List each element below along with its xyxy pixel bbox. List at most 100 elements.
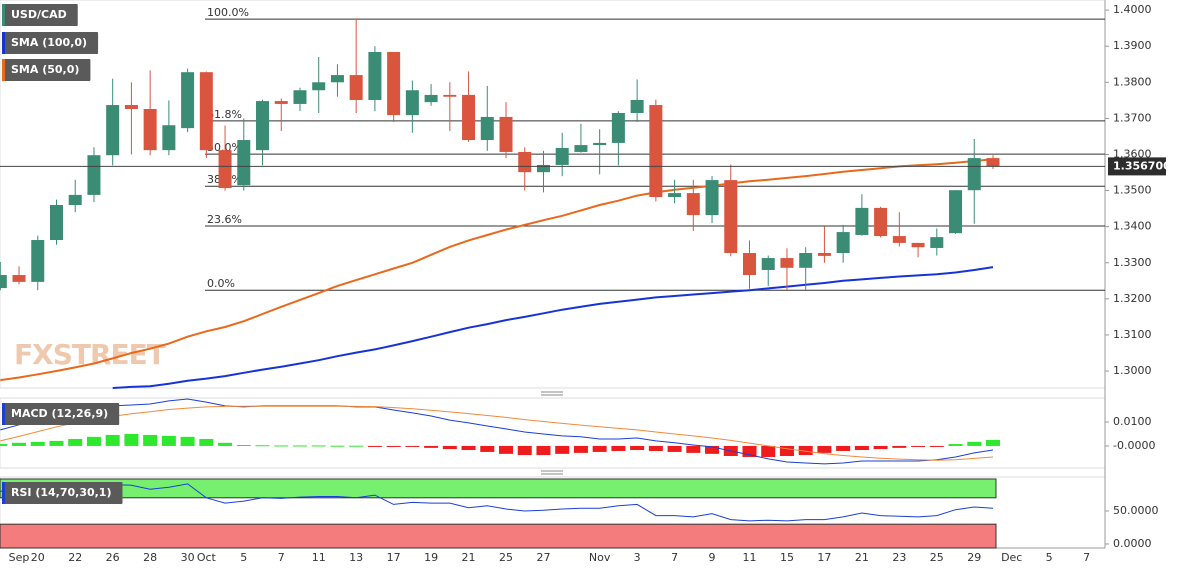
candle-body: [237, 140, 251, 186]
candle-body: [536, 164, 550, 173]
macd-histogram-bar: [929, 445, 944, 447]
candle-body: [611, 112, 625, 143]
rsi-line: [0, 483, 994, 522]
macd-histogram-bar: [461, 445, 476, 451]
last-price-label: 1.356700: [1113, 159, 1171, 172]
macd-histogram-bar: [442, 445, 457, 450]
y-tick-label: 1.3000: [1113, 364, 1152, 377]
macd-histogram-bar: [499, 445, 514, 454]
macd-histogram-bar: [105, 434, 120, 446]
candle-body: [986, 158, 1000, 167]
overbought-zone: [0, 478, 997, 499]
macd-histogram-bar: [30, 441, 45, 446]
x-tick-label: 11: [743, 551, 757, 564]
x-tick-label: 30: [181, 551, 195, 564]
macd-histogram-bar: [630, 445, 645, 451]
candle-body: [499, 116, 513, 152]
y-tick-label: 1.3700: [1113, 111, 1152, 124]
candle-body: [181, 72, 195, 129]
macd-histogram-bar: [911, 445, 926, 447]
legend-box: [2, 32, 99, 54]
macd-histogram-bar: [873, 445, 888, 450]
macd-histogram-bar: [0, 444, 8, 446]
candle-body: [967, 158, 981, 191]
legend-swatch: [2, 403, 5, 425]
legend-box: [2, 403, 120, 425]
macd-histogram-bar: [405, 445, 420, 447]
legend-box: [2, 482, 123, 504]
candle-body: [87, 155, 101, 195]
macd-histogram-bar: [686, 445, 701, 453]
candle-body: [31, 240, 45, 282]
candle-body: [743, 253, 756, 276]
sma-line: [112, 266, 994, 389]
macd-histogram-bar: [218, 442, 233, 446]
x-tick-label: 17: [817, 551, 831, 564]
macd-histogram-bar: [12, 442, 27, 446]
macd-histogram-bar: [349, 445, 364, 447]
x-tick-label: Sep: [9, 551, 30, 564]
x-tick-label: 21: [462, 551, 476, 564]
legend-item: SMA (100,0): [2, 32, 99, 54]
candle-body: [761, 258, 775, 270]
legend-item: RSI (14,70,30,1): [2, 482, 123, 504]
candle-body: [799, 253, 813, 268]
macd-histogram-bar: [836, 445, 851, 451]
x-tick-label: Oct: [197, 551, 217, 564]
candle-body: [49, 205, 63, 241]
legend-swatch: [2, 482, 5, 504]
x-tick-label: 7: [671, 551, 678, 564]
oversold-zone: [0, 523, 997, 549]
x-tick-label: 29: [967, 551, 981, 564]
legend-text: USD/CAD: [11, 8, 67, 21]
macd-histogram-bar: [817, 445, 832, 453]
macd-histogram-bar: [761, 445, 776, 457]
x-tick-label: 23: [892, 551, 906, 564]
last-price-tag: [1108, 157, 1166, 176]
fib-label: 0.0%: [207, 277, 235, 290]
panel-handle[interactable]: [541, 470, 563, 475]
y-tick-label: 50.0000: [1113, 504, 1159, 517]
macd-histogram-bar: [742, 445, 757, 457]
candle-body: [462, 94, 476, 141]
macd-histogram-bar: [367, 445, 382, 447]
y-tick-label: 0.0100: [1113, 415, 1152, 428]
fib-label: 50.0%: [207, 141, 242, 154]
macd-histogram-bar: [798, 445, 813, 456]
candle-body: [218, 150, 232, 189]
candle-body: [668, 193, 682, 198]
macd-histogram-bar: [985, 439, 1000, 446]
candle-body: [424, 94, 438, 103]
y-tick-label: 1.3400: [1113, 220, 1152, 233]
watermark: FXSTREET: [14, 338, 166, 371]
x-tick-label: 19: [424, 551, 438, 564]
legend-text: MACD (12,26,9): [11, 407, 108, 420]
candle-body: [630, 99, 644, 113]
legend-swatch: [2, 59, 5, 81]
y-tick-label: 0.0000: [1113, 537, 1152, 550]
candle-body: [68, 194, 82, 206]
macd-histogram-bar: [236, 444, 251, 446]
macd-histogram-bar: [592, 445, 607, 452]
macd-histogram-bar: [779, 445, 794, 457]
y-tick-label: 1.3500: [1113, 184, 1152, 197]
candle-body: [686, 193, 700, 216]
candle-body: [892, 236, 906, 243]
candle-body: [312, 82, 326, 91]
y-tick-label: 1.4000: [1113, 3, 1152, 16]
candle-body: [124, 105, 138, 110]
candle-body: [368, 51, 382, 100]
macd-histogram-bar: [274, 445, 289, 447]
macd-histogram-bar: [480, 445, 495, 452]
fib-label: 61.8%: [207, 108, 242, 121]
x-tick-label: 7: [278, 551, 285, 564]
macd-histogram-bar: [948, 444, 963, 446]
panel-handle[interactable]: [541, 391, 563, 396]
candle-body: [387, 51, 401, 116]
candle-body: [293, 90, 307, 104]
macd-histogram-bar: [311, 445, 326, 447]
x-tick-label: 20: [31, 551, 45, 564]
candle-body: [836, 232, 850, 254]
candle-body: [649, 105, 663, 198]
